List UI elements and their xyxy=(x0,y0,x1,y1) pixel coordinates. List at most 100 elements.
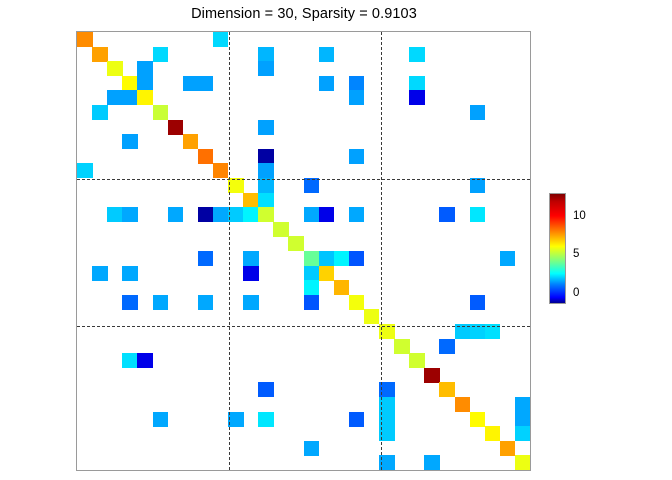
matrix-cell xyxy=(243,192,259,208)
matrix-cell xyxy=(303,251,319,266)
matrix-cell xyxy=(258,207,274,223)
matrix-cell xyxy=(303,440,319,456)
matrix-cell xyxy=(212,207,229,223)
matrix-cell xyxy=(469,207,486,223)
matrix-cell xyxy=(122,265,138,281)
matrix-cell xyxy=(107,61,123,77)
matrix-cell xyxy=(303,294,319,310)
matrix-cell xyxy=(92,105,108,120)
matrix-cell xyxy=(243,265,259,281)
matrix-cell xyxy=(303,178,319,193)
matrix-cell xyxy=(514,411,531,427)
matrix-cell xyxy=(92,46,108,62)
matrix-cell xyxy=(454,324,470,339)
matrix-cell xyxy=(499,251,516,266)
matrix-cell xyxy=(92,265,108,281)
matrix-cell xyxy=(152,294,168,310)
matrix-cell xyxy=(212,163,229,179)
matrix-cell xyxy=(137,90,153,106)
matrix-axes xyxy=(76,31,531,471)
matrix-cell xyxy=(318,46,335,62)
matrix-cell xyxy=(409,90,425,106)
matrix-cell xyxy=(303,207,319,223)
matrix-cell xyxy=(469,178,486,193)
matrix-cell xyxy=(152,411,168,427)
matrix-cell xyxy=(182,75,199,91)
matrix-cell xyxy=(363,309,380,325)
matrix-cell xyxy=(348,294,365,310)
matrix-cell xyxy=(409,75,425,91)
matrix-cell xyxy=(409,353,425,369)
matrix-cell xyxy=(258,192,274,208)
matrix-cell xyxy=(228,411,244,427)
colorbar-tick-label: 0 xyxy=(573,286,580,299)
matrix-cell xyxy=(348,75,365,91)
matrix-cell xyxy=(379,426,395,442)
matrix-cell xyxy=(318,207,335,223)
matrix-cell xyxy=(137,353,153,369)
matrix-cell xyxy=(348,411,365,427)
matrix-cell xyxy=(318,251,335,266)
matrix-cell xyxy=(258,411,274,427)
matrix-cell xyxy=(137,61,153,77)
matrix-cell xyxy=(379,382,395,398)
matrix-cell xyxy=(197,148,214,164)
matrix-cell xyxy=(182,134,199,150)
matrix-cell xyxy=(439,338,455,354)
matrix-cell xyxy=(273,221,289,237)
matrix-cell xyxy=(303,280,319,296)
matrix-cell xyxy=(318,75,335,91)
matrix-cell xyxy=(439,382,455,398)
matrix-cell xyxy=(258,61,274,77)
matrix-cell xyxy=(258,163,274,179)
matrix-cell xyxy=(122,353,138,369)
block-divider-vertical-1 xyxy=(228,32,230,470)
matrix-cell xyxy=(243,207,259,223)
matrix-cell xyxy=(197,207,214,223)
matrix-cell xyxy=(514,397,531,412)
matrix-cell xyxy=(439,207,455,223)
matrix-cell xyxy=(228,207,244,223)
matrix-cell xyxy=(122,75,138,91)
block-divider-horizontal-1 xyxy=(77,178,530,180)
matrix-cell xyxy=(409,46,425,62)
matrix-cell xyxy=(348,90,365,106)
matrix-cell xyxy=(333,251,350,266)
matrix-cell xyxy=(107,207,123,223)
matrix-cell xyxy=(137,75,153,91)
matrix-cell xyxy=(469,105,486,120)
matrix-cell xyxy=(107,90,123,106)
matrix-cells xyxy=(77,32,531,471)
matrix-cell xyxy=(454,397,470,412)
matrix-cell xyxy=(152,105,168,120)
matrix-cell xyxy=(333,280,350,296)
matrix-cell xyxy=(77,32,93,47)
matrix-cell xyxy=(514,426,531,442)
matrix-cell xyxy=(424,455,440,471)
matrix-cell xyxy=(152,46,168,62)
matrix-cell xyxy=(484,324,501,339)
matrix-cell xyxy=(514,455,531,471)
colorbar-tick-label: 5 xyxy=(573,248,580,261)
matrix-cell xyxy=(258,148,274,164)
block-divider-horizontal-2 xyxy=(77,325,530,327)
matrix-cell xyxy=(243,294,259,310)
matrix-cell xyxy=(258,46,274,62)
matrix-cell xyxy=(288,236,304,252)
matrix-cell xyxy=(212,32,229,47)
matrix-cell xyxy=(243,251,259,266)
matrix-cell xyxy=(167,207,184,223)
matrix-cell xyxy=(484,426,501,442)
matrix-cell xyxy=(122,207,138,223)
colorbar-tick-label: 10 xyxy=(573,209,586,222)
colorbar xyxy=(549,193,566,304)
matrix-cell xyxy=(258,178,274,193)
matrix-cell xyxy=(228,178,244,193)
matrix-cell xyxy=(469,324,486,339)
matrix-cell xyxy=(258,382,274,398)
matrix-cell xyxy=(379,397,395,412)
matrix-cell xyxy=(122,90,138,106)
matrix-cell xyxy=(197,294,214,310)
matrix-cell xyxy=(167,119,184,135)
